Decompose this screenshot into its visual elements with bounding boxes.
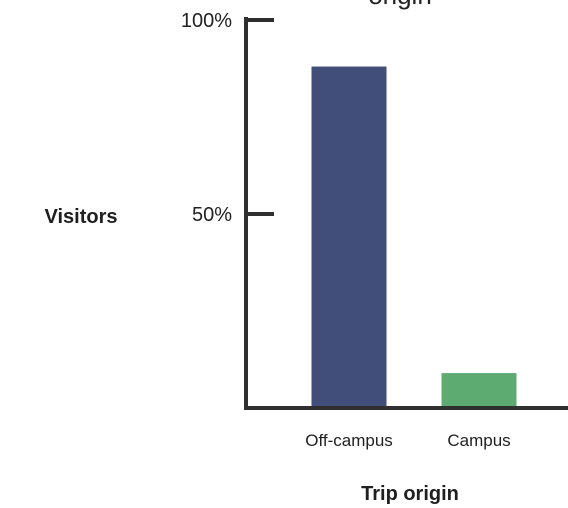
bar-off-campus — [311, 66, 387, 408]
y-tick-label: 50% — [192, 204, 232, 226]
x-axis-title: Trip origin — [361, 483, 459, 505]
plot-area: 100% 50% — [181, 10, 568, 410]
bar-campus — [441, 373, 517, 408]
x-tick-label: Campus — [447, 431, 510, 450]
bars-group — [311, 66, 517, 408]
y-axis-title: Visitors — [45, 206, 118, 228]
y-tick-label: 100% — [181, 10, 232, 32]
x-tick-labels: Off-campus Campus — [305, 431, 510, 450]
x-tick-label: Off-campus — [305, 431, 393, 450]
y-ticks-group: 100% 50% — [181, 10, 274, 226]
chart-title: origin — [368, 0, 432, 10]
